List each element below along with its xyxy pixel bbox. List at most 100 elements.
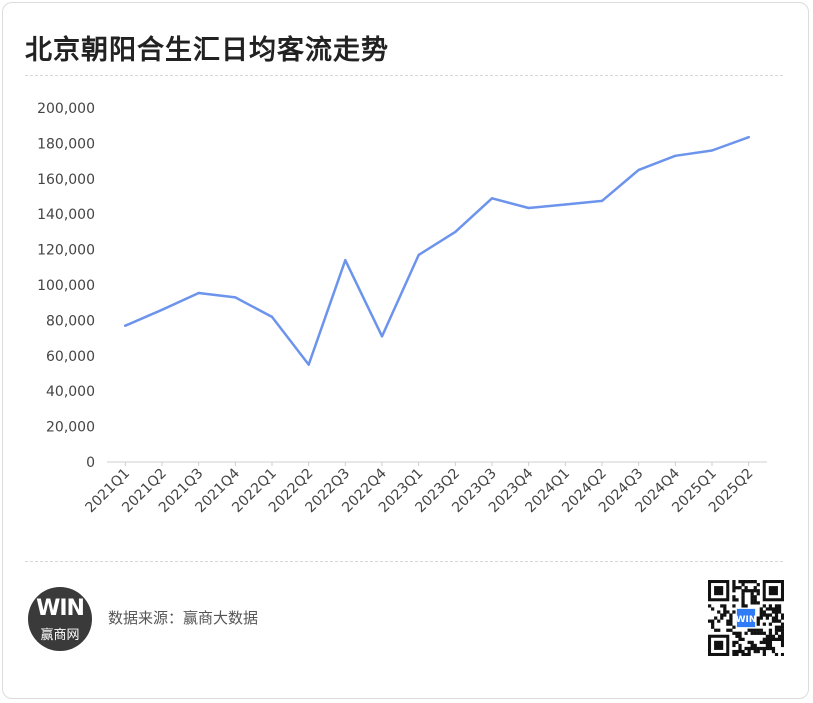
qr-module (747, 646, 751, 651)
qr-module (756, 646, 760, 651)
qr-module (768, 622, 773, 626)
qr-module (741, 583, 745, 587)
qr-module (774, 619, 779, 623)
y-tick-label: 100,000 (37, 278, 95, 294)
qr-module (732, 631, 736, 635)
qr-module (756, 583, 760, 587)
qr-module (741, 595, 745, 599)
qr-module (762, 652, 766, 656)
qr-module (759, 610, 763, 614)
qr-module (771, 607, 776, 611)
qr-module (768, 607, 773, 611)
qr-module (777, 634, 782, 638)
qr-module (771, 637, 776, 641)
qr-module (768, 634, 773, 638)
qr-module (729, 619, 733, 623)
qr-module (768, 643, 773, 648)
qr-finder (768, 586, 778, 596)
qr-module (747, 640, 751, 645)
qr-module (777, 637, 782, 641)
qr-module (741, 649, 745, 654)
qr-module (732, 652, 736, 656)
qr-module (774, 616, 779, 620)
qr-module (720, 616, 724, 620)
series-layer (124, 135, 750, 366)
page-title: 北京朝阳合生汇日均客流走势 (25, 35, 389, 66)
qr-module (750, 643, 754, 648)
qr-module (732, 625, 736, 629)
data-source-label: 数据来源：赢商大数据 (108, 609, 259, 627)
qr-module (777, 619, 782, 623)
qr-module (759, 607, 763, 611)
qr-module (756, 631, 760, 635)
qr-module (708, 619, 712, 623)
qr-module (780, 625, 784, 629)
qr-module (780, 637, 784, 641)
data-point (417, 253, 420, 257)
qr-module (780, 631, 784, 635)
qr-module (753, 589, 757, 593)
qr-module (735, 631, 739, 635)
qr-module (750, 628, 754, 632)
qr-module (762, 640, 766, 645)
qr-module (765, 646, 769, 651)
qr-module (750, 589, 754, 593)
qr-module (735, 586, 739, 590)
qr-module (744, 586, 748, 590)
qr-module (756, 649, 760, 654)
qr-module (771, 619, 776, 623)
qr-module (738, 634, 742, 638)
qr-module (741, 637, 745, 641)
data-point (490, 197, 494, 200)
qr-center-mark: WIN (736, 615, 757, 625)
qr-module (741, 601, 745, 605)
qr-module (753, 580, 757, 584)
qr-module (768, 628, 773, 632)
qr-module (768, 604, 773, 608)
qr-module (732, 583, 736, 587)
qr-module (750, 640, 754, 645)
logo-mark: WIN (36, 596, 85, 621)
qr-module (780, 652, 784, 656)
qr-module (759, 631, 763, 635)
qr-module (753, 649, 757, 654)
qr-module (741, 592, 745, 596)
y-tick-label: 140,000 (37, 207, 95, 223)
y-tick-label: 200,000 (37, 101, 95, 117)
qr-module (711, 622, 715, 626)
qr-finder (714, 586, 724, 596)
qr-center-logo (736, 608, 756, 628)
qr-module (762, 604, 766, 608)
qr-module (762, 646, 766, 651)
data-point (637, 168, 640, 172)
data-point (710, 149, 714, 152)
qr-module (747, 589, 751, 593)
qr-module (780, 640, 784, 645)
qr-module (777, 628, 782, 632)
data-point (380, 335, 384, 338)
qr-module (753, 601, 757, 605)
qr-module (714, 628, 718, 632)
qr-module (723, 613, 727, 617)
qr-module (765, 607, 769, 611)
qr-module (735, 634, 739, 638)
qr-module (714, 616, 718, 620)
qr-module (756, 628, 760, 632)
y-tick-label: 160,000 (37, 172, 95, 188)
qr-module (750, 592, 754, 596)
qr-module (774, 652, 779, 656)
qr-module (750, 580, 754, 584)
y-tick-label: 180,000 (37, 136, 95, 152)
qr-module (762, 637, 766, 641)
qr-module (753, 595, 757, 599)
qr-module (768, 640, 773, 645)
qr-module (738, 643, 742, 648)
qr-module (744, 631, 748, 635)
data-point (124, 324, 127, 327)
data-point (344, 259, 347, 262)
qr-module (747, 652, 751, 656)
qr-module (735, 598, 739, 602)
title-divider (25, 75, 783, 76)
qr-module (774, 628, 779, 632)
